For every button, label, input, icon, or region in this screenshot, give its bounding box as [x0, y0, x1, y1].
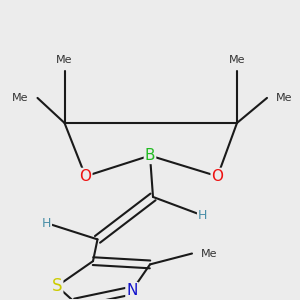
Text: O: O [80, 169, 92, 184]
Text: H: H [42, 217, 51, 230]
Text: B: B [145, 148, 155, 163]
Text: Me: Me [229, 55, 245, 65]
Text: O: O [212, 169, 224, 184]
Text: S: S [52, 277, 62, 295]
Text: Me: Me [201, 248, 217, 259]
Text: N: N [126, 283, 138, 298]
Text: H: H [198, 209, 207, 222]
Text: Me: Me [12, 93, 28, 103]
Text: Me: Me [56, 55, 73, 65]
Text: Me: Me [276, 93, 292, 103]
